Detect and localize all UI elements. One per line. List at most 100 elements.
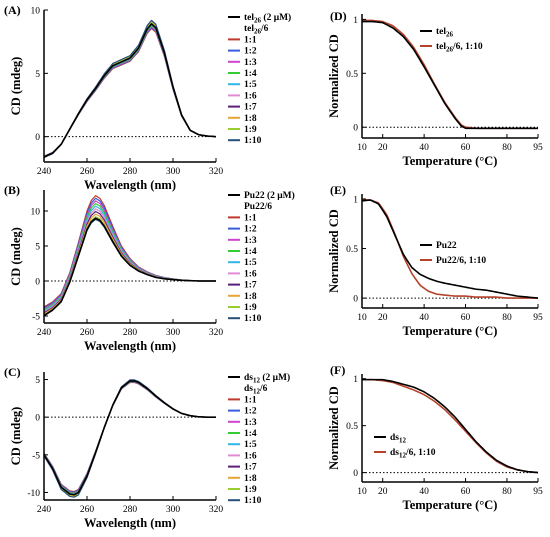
legend-entry: 1:2 xyxy=(244,225,257,235)
legend-entry: tel26 xyxy=(436,27,454,39)
x-tick-label: 10 xyxy=(357,313,367,323)
legend-label: tel xyxy=(436,27,446,37)
legend: ds12 (2 μM)ds12/61:11:21:31:41:51:61:71:… xyxy=(228,372,290,506)
series-line xyxy=(44,197,216,309)
legend-entry: 1:2 xyxy=(244,407,257,417)
x-tick-label: 80 xyxy=(502,313,512,323)
legend-suffix: /6, 1:10 xyxy=(405,448,436,458)
legend-entry: 1:1 xyxy=(244,395,257,405)
x-tick-label: 20 xyxy=(378,313,388,323)
legend-entry: 1:4 xyxy=(244,247,257,257)
legend-label: 1:9 xyxy=(244,125,257,135)
legend-entry: 1:7 xyxy=(244,463,257,473)
series-line xyxy=(44,381,216,494)
legend-label: 1:9 xyxy=(244,303,257,313)
legend-subscript: 12 xyxy=(399,437,407,445)
x-axis-label: Temperature (°C) xyxy=(403,324,498,338)
y-tick-label: 0 xyxy=(353,295,358,305)
panel-b: (B) 240 260 280 300 320 -5 0 5 10 Wavelength (nm) C… xyxy=(4,183,295,353)
legend-subscript: 12 xyxy=(399,452,407,460)
legend-entry: tel26 (2 μM) xyxy=(244,12,291,25)
series-line xyxy=(44,202,216,311)
legend-label: 1:5 xyxy=(244,80,257,90)
panel-a: (A) 240 260 280 300 320 0 5 10 Wavelength (nm) CD … xyxy=(4,3,291,192)
legend-entry: 1:1 xyxy=(244,35,257,45)
y-tick-label: 0.5 xyxy=(346,245,358,255)
x-tick-label: 20 xyxy=(378,487,388,497)
legend-label: 1:3 xyxy=(244,58,257,68)
x-axis-label: Wavelength (nm) xyxy=(84,178,176,192)
series-line xyxy=(362,378,538,474)
x-tick-label: 260 xyxy=(80,328,95,338)
x-axis-label: Wavelength (nm) xyxy=(84,516,176,530)
y-tick-label: 0 xyxy=(353,469,358,479)
x-tick-label: 40 xyxy=(419,313,429,323)
legend-label: 1:6 xyxy=(244,269,257,279)
legend-label: tel xyxy=(244,24,254,34)
y-tick-label: 0 xyxy=(35,414,40,424)
y-tick-label: 5 xyxy=(35,376,40,386)
legend-label: 1:8 xyxy=(244,474,257,484)
legend-entry: 1:3 xyxy=(244,236,257,246)
x-tick-label: 300 xyxy=(166,167,181,177)
legend-entry: ds12 (2 μM) xyxy=(244,372,290,385)
legend-subscript: 12 xyxy=(253,377,261,385)
series-line xyxy=(44,379,216,498)
legend-label: 1:7 xyxy=(244,281,257,291)
legend-label: 1:6 xyxy=(244,91,257,101)
series-line xyxy=(44,23,216,158)
legend-entry: 1:6 xyxy=(244,91,257,101)
legend-label: Pu22/6, 1:10 xyxy=(436,256,486,266)
y-tick-label: 0 xyxy=(353,124,358,134)
x-tick-label: 300 xyxy=(166,328,181,338)
y-tick-label: 1 xyxy=(353,195,358,205)
x-tick-label: 10 xyxy=(357,487,367,497)
x-tick-label: 10 xyxy=(357,143,367,153)
legend: tel26 (2 μM)tel26/61:11:21:31:41:51:61:7… xyxy=(228,12,291,146)
legend-label: ds xyxy=(244,373,253,383)
legend-entry: Pu22/6, 1:10 xyxy=(436,256,486,266)
y-tick-label: 0 xyxy=(35,278,40,288)
legend-entry: 1:3 xyxy=(244,58,257,68)
y-axis-label: Normalized CD xyxy=(327,209,341,293)
legend-label: 1:5 xyxy=(244,258,257,268)
y-tick-label: 10 xyxy=(31,7,41,17)
legend-entry: 1:4 xyxy=(244,69,257,79)
y-axis-label: CD (mdeg) xyxy=(9,227,23,286)
series-line xyxy=(44,380,216,495)
panel-e: (E) 10 20 40 60 80 95 0 0.5 1 Temperature (°C) Norm… xyxy=(327,183,543,338)
legend-entry: 1:10 xyxy=(244,496,262,506)
legend-entry: 1:10 xyxy=(244,136,262,146)
legend-entry: Pu22/6 xyxy=(244,202,272,212)
legend-suffix: (2 μM) xyxy=(261,12,291,23)
legend-label: 1:3 xyxy=(244,236,257,246)
legend-entry: ds12 xyxy=(390,433,406,445)
x-tick-label: 95 xyxy=(533,143,543,153)
legend-entry: 1:8 xyxy=(244,474,257,484)
legend-label: 1:7 xyxy=(244,103,257,113)
y-tick-label: 5 xyxy=(35,70,40,80)
panel-label: (C) xyxy=(4,365,21,379)
panel-d: (D) 10 20 40 60 80 95 0 0.5 1 Temperature (°C) Norm… xyxy=(327,9,543,168)
series-group xyxy=(362,378,538,474)
legend: Pu22 Pu22/6, 1:10 xyxy=(420,241,486,266)
series-group xyxy=(362,19,538,130)
x-tick-label: 280 xyxy=(123,505,138,515)
series-line xyxy=(44,381,216,493)
legend-entry: 1:5 xyxy=(244,80,257,90)
y-tick-label: 0.5 xyxy=(346,422,358,432)
series-line xyxy=(44,379,216,497)
legend-label: 1:10 xyxy=(244,314,262,324)
series-line xyxy=(44,218,216,317)
x-tick-label: 260 xyxy=(80,167,95,177)
x-tick-label: 320 xyxy=(209,505,224,515)
legend-entry: 1:5 xyxy=(244,258,257,268)
legend-subscript: 26 xyxy=(254,17,262,25)
legend-label: ds xyxy=(390,433,399,443)
x-tick-label: 20 xyxy=(378,143,388,153)
legend-suffix: /6 xyxy=(259,384,268,394)
x-axis-label: Temperature (°C) xyxy=(403,154,498,168)
panel-label: (B) xyxy=(4,183,20,197)
